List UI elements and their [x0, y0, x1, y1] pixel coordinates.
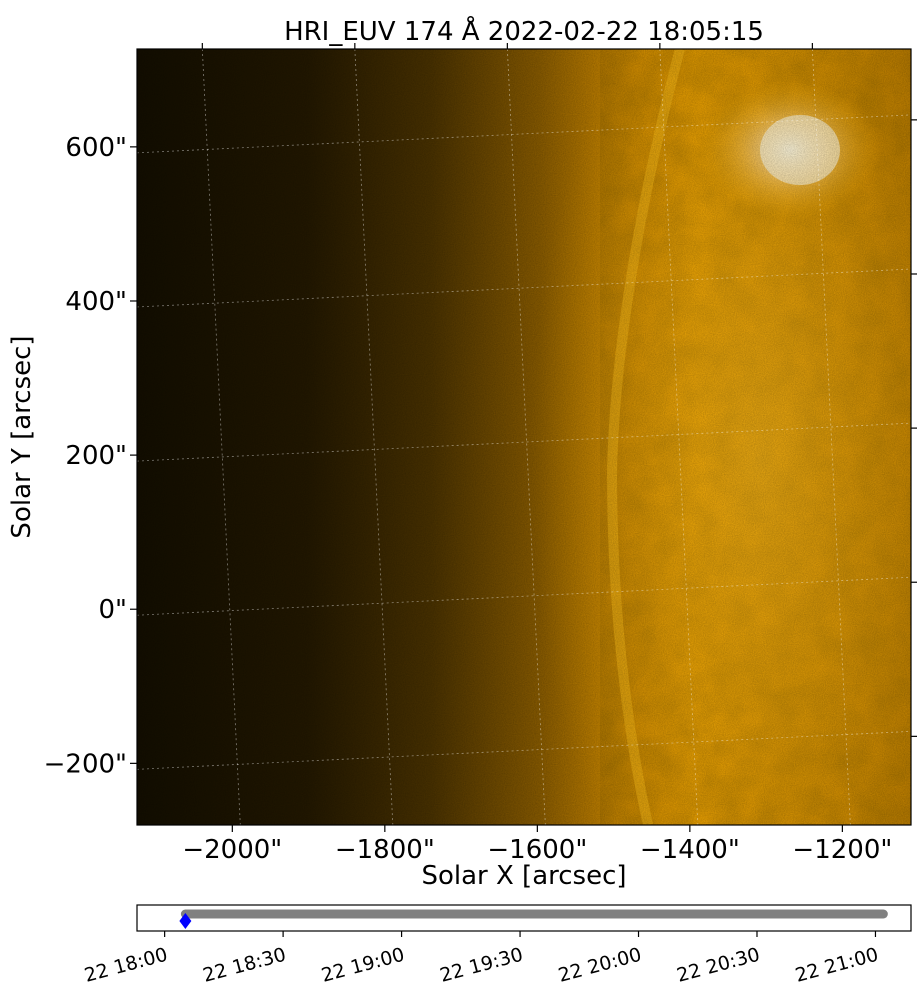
grid — [137, 49, 911, 825]
y-grid-line — [137, 730, 911, 770]
timeline-track — [179, 909, 888, 929]
y-tick-label: −200" — [44, 749, 127, 779]
current-frame-marker — [179, 913, 192, 929]
y-tick-label: 0" — [98, 595, 127, 625]
y-grid-line — [137, 422, 911, 462]
time-tick-label: 22 20:00 — [556, 944, 644, 987]
y-grid-line — [137, 268, 911, 308]
y-grid-line — [137, 576, 911, 616]
x-tick-label: −1200" — [792, 835, 892, 865]
x-tick-label: −1800" — [335, 835, 435, 865]
time-tick-label: 22 18:00 — [82, 944, 170, 987]
y-tick-label: 200" — [65, 441, 127, 471]
time-tick-label: 22 18:30 — [201, 944, 289, 987]
time-tick-label: 22 19:30 — [438, 944, 526, 987]
timeline-axis: 22 18:00 22 18:30 22 19:00 22 19:30 22 20:00… — [82, 931, 881, 987]
x-tick-label: −1600" — [487, 835, 587, 865]
plot-area — [137, 49, 911, 825]
frame-ticks — [201, 43, 917, 737]
x-tick-label: −2000" — [182, 835, 282, 865]
time-tick-label: 22 21:00 — [793, 944, 881, 987]
y-grid-line — [137, 114, 911, 154]
time-tick-label: 22 19:00 — [319, 944, 407, 987]
y-tick-label: 400" — [65, 287, 127, 317]
time-tick-label: 22 20:30 — [675, 944, 763, 987]
x-axis: −2000" −1800" −1600" −1400" −1200" — [182, 825, 892, 865]
y-tick-label: 600" — [65, 133, 127, 163]
x-axis-label: Solar X [arcsec] — [421, 861, 626, 891]
image-noise — [137, 49, 911, 825]
chart-title: HRI_EUV 174 Å 2022-02-22 18:05:15 — [284, 15, 764, 47]
y-axis-label: Solar Y [arcsec] — [7, 335, 37, 538]
x-tick-label: −1400" — [640, 835, 740, 865]
plot-frame — [136, 48, 912, 826]
y-axis: 600" 400" 200" 0" −200" — [44, 133, 137, 779]
